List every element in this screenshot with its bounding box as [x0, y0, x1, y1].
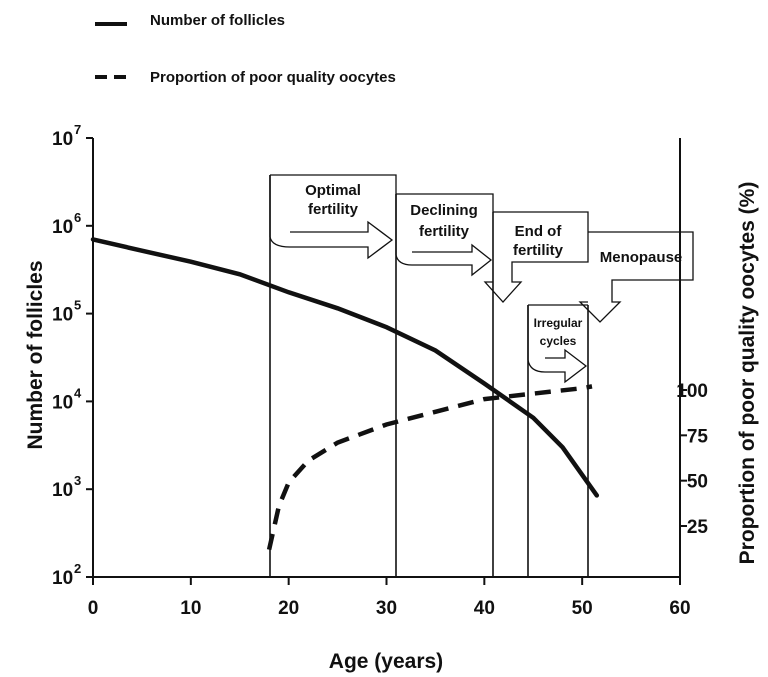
- left-tick-label: 10: [52, 217, 73, 238]
- left-tick-exponent: 5: [74, 298, 81, 313]
- right-axis-title: Proportion of poor quality oocytes (%): [736, 182, 759, 565]
- left-tick-exponent: 2: [74, 561, 81, 576]
- left-tick-exponent: 4: [74, 385, 82, 400]
- left-tick-label: 10: [52, 480, 73, 501]
- left-tick-label: 10: [52, 305, 73, 326]
- phase-lines: [269, 175, 589, 577]
- declining-label-line1: Declining: [410, 202, 478, 219]
- irregular-cycles-box: Irregular cycles: [527, 304, 588, 384]
- irregular-label-line1: Irregular: [534, 316, 583, 330]
- right-tick-label: 50: [687, 472, 708, 493]
- right-tick-label: 25: [687, 517, 709, 538]
- left-tick-label: 10: [52, 392, 73, 413]
- menopause-box: Menopause: [578, 231, 694, 323]
- end-fertility-box: End of fertility: [483, 211, 589, 303]
- declining-label-line2: fertility: [419, 223, 470, 240]
- x-tick-label: 30: [376, 598, 397, 619]
- right-axis-ticks: 25 50 75 100: [676, 381, 708, 538]
- left-tick-exponent: 6: [74, 210, 81, 225]
- optimal-fertility-outline: [269, 174, 397, 260]
- x-tick-label: 50: [572, 598, 593, 619]
- menopause-label: Menopause: [600, 249, 683, 266]
- optimal-fertility-box: Optimal fertility: [269, 174, 397, 260]
- left-tick-exponent: 7: [74, 122, 81, 137]
- left-tick-exponent: 3: [74, 473, 81, 488]
- curve-follicles: [90, 237, 600, 498]
- left-tick-label: 10: [52, 129, 73, 150]
- right-tick-label: 75: [687, 426, 709, 447]
- menopause-outline: [578, 231, 694, 323]
- axes: [92, 138, 681, 578]
- x-tick-label: 20: [278, 598, 299, 619]
- optimal-label-line1: Optimal: [305, 182, 361, 199]
- left-axis-title: Number of follicles: [24, 260, 47, 449]
- x-axis-title: Age (years): [329, 650, 443, 673]
- x-tick-label: 0: [88, 598, 99, 619]
- x-tick-label: 40: [474, 598, 495, 619]
- irregular-cycles-outline: [527, 304, 588, 384]
- left-tick-label: 10: [52, 568, 73, 589]
- x-tick-label: 10: [180, 598, 201, 619]
- end-label-line2: fertility: [513, 242, 564, 259]
- end-fertility-outline: [483, 211, 589, 303]
- x-axis-ticks: 0 10 20 30 40 50 60: [88, 577, 691, 619]
- right-tick-label: 100: [676, 381, 708, 402]
- x-tick-label: 60: [669, 598, 690, 619]
- curve-oocytes: [266, 384, 593, 551]
- end-label-line1: End of: [515, 223, 563, 240]
- declining-fertility-outline: [395, 193, 494, 277]
- legend-label-follicles: Number of follicles: [150, 12, 285, 29]
- legend: Number of follicles Proportion of poor q…: [95, 12, 396, 86]
- irregular-label-line2: cycles: [540, 334, 577, 348]
- declining-fertility-box: Declining fertility: [395, 193, 494, 277]
- legend-label-oocytes: Proportion of poor quality oocytes: [150, 69, 396, 86]
- optimal-label-line2: fertility: [308, 201, 359, 218]
